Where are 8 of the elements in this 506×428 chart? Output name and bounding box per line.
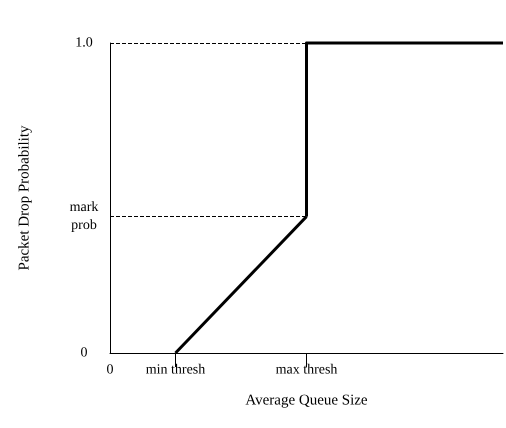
y-tick-label: 0 — [80, 346, 88, 360]
x-tick-label: 0 — [106, 362, 114, 378]
y-tick-label: 1.0 — [75, 36, 93, 50]
y-axis-title: Packet Drop Probability — [16, 125, 32, 270]
x-axis-title: Average Queue Size — [245, 392, 368, 408]
x-tick-label: max thresh — [276, 362, 338, 378]
y-tick-label: mark prob — [70, 200, 98, 234]
x-tick-label: min thresh — [146, 362, 206, 378]
